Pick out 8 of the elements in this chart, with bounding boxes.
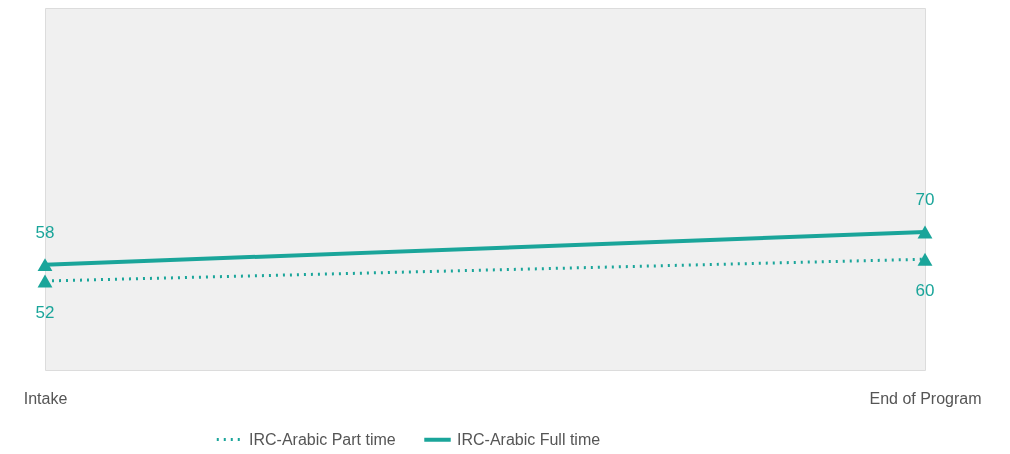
legend-label: IRC-Arabic Part time [249, 430, 396, 448]
x-tick-label: End of Program [869, 389, 982, 407]
data-label: 52 [35, 303, 55, 322]
x-tick-label: Intake [23, 389, 68, 407]
data-label: 60 [915, 281, 935, 301]
legend-label: IRC-Arabic Full time [457, 430, 601, 448]
data-label: 70 [915, 190, 935, 209]
data-label: 58 [35, 222, 55, 242]
